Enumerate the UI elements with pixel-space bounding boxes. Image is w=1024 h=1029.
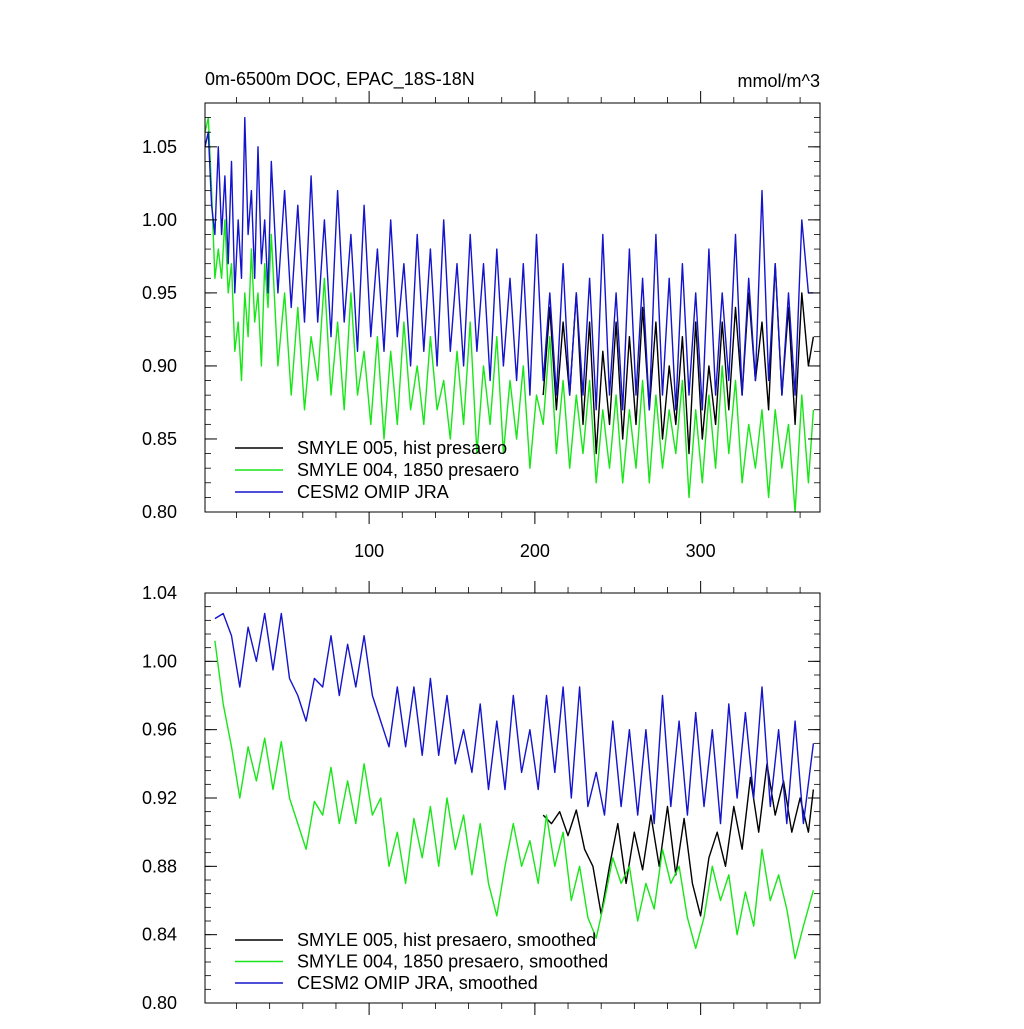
top-panel: 0m-6500m DOC, EPAC_18S-18N mmol/m^3 0.80…: [142, 69, 821, 561]
chart-title: 0m-6500m DOC, EPAC_18S-18N: [205, 69, 475, 90]
y-tick-label: 0.88: [142, 856, 177, 876]
bottom-panel: 0.80 0.84 0.88 0.92 0.96 1.00 1.04 SMYLE 005, h…: [142, 581, 821, 1015]
y-tick-label: 1.04: [142, 583, 177, 603]
legend-label-1: SMYLE 004, 1850 presaero: [297, 460, 519, 480]
y-tick-label: 1.05: [142, 137, 177, 157]
x-tick-label: 100: [354, 541, 384, 561]
y-tick-label: 0.92: [142, 788, 177, 808]
legend-label-2: CESM2 OMIP JRA, smoothed: [297, 973, 538, 993]
y-tick-label: 1.00: [142, 210, 177, 230]
y-tick-label: 0.95: [142, 283, 177, 303]
legend-label-1: SMYLE 004, 1850 presaero, smoothed: [297, 952, 608, 972]
series-line-0: [542, 263, 815, 455]
y-tick-label: 0.84: [142, 925, 177, 945]
x-tick-label: 300: [686, 541, 716, 561]
x-tick-label: 200: [520, 541, 550, 561]
y-tick-label: 0.80: [142, 502, 177, 522]
y-tick-label: 0.96: [142, 720, 177, 740]
units-label: mmol/m^3: [738, 71, 820, 91]
y-tick-label: 1.00: [142, 651, 177, 671]
y-tick-label: 0.80: [142, 993, 177, 1013]
series-line-1: [204, 116, 815, 513]
legend-label-2: CESM2 OMIP JRA: [297, 482, 449, 502]
y-tick-label: 0.85: [142, 429, 177, 449]
series-line-0: [542, 763, 815, 917]
y-tick-label: 0.90: [142, 356, 177, 376]
legend-label-0: SMYLE 005, hist presaero: [297, 438, 507, 458]
series-line-2: [214, 612, 815, 825]
series-line-2: [204, 116, 814, 411]
series-line-1: [214, 640, 815, 960]
legend-label-0: SMYLE 005, hist presaero, smoothed: [297, 930, 596, 950]
